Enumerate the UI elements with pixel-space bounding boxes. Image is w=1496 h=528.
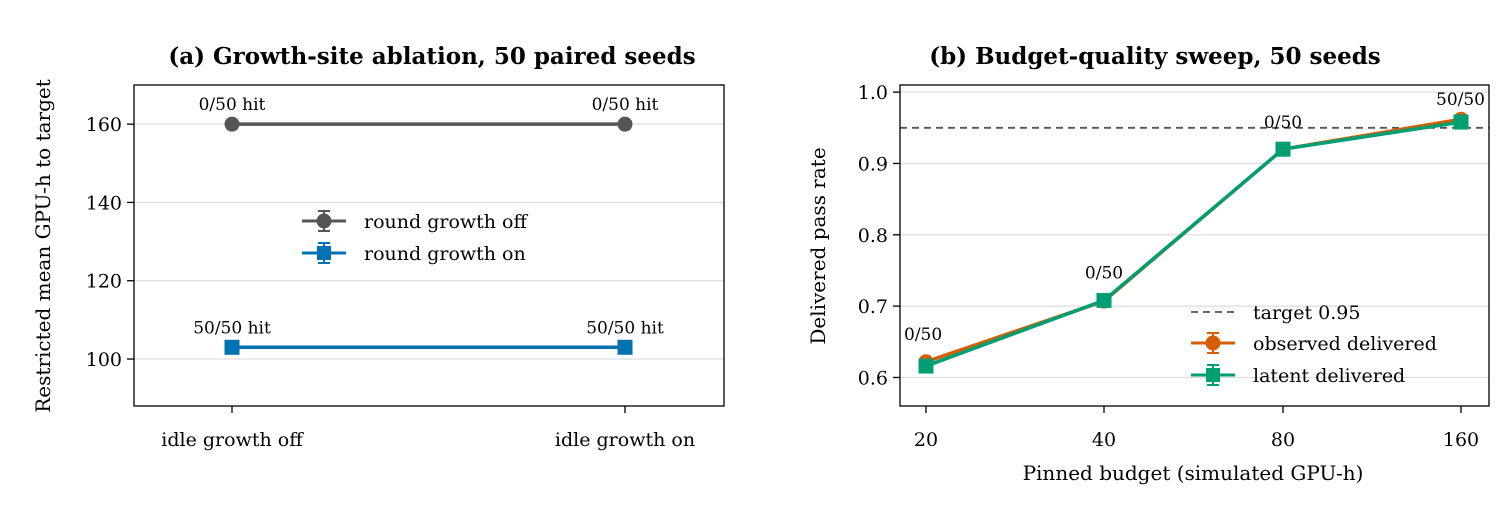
panel-a: (a) Growth-site ablation, 50 paired seed… xyxy=(31,43,725,451)
point-round-growth-off-0 xyxy=(224,116,240,132)
panel-a-x-ticks: idle growth off idle growth on xyxy=(161,406,695,451)
panel-b-x-ticks: 20 40 80 160 xyxy=(914,406,1479,451)
panel-b-legend: target 0.95 observed delivered latent de… xyxy=(1191,302,1437,387)
series-line-observed-delivered xyxy=(925,117,1462,364)
annotation-round-growth-off-0: 0/50 hit xyxy=(199,95,266,115)
panel-b-y-ticks: 0.6 0.7 0.8 0.9 1.0 xyxy=(858,82,900,389)
annotation-1: 0/50 xyxy=(1085,263,1123,283)
x-tick-label-40: 40 xyxy=(1092,429,1116,451)
y-tick-label-0-8: 0.8 xyxy=(858,225,888,247)
y-tick-label-1-0: 1.0 xyxy=(858,82,888,104)
legend-label-round-growth-on: round growth on xyxy=(364,243,526,265)
panel-b-title: (b) Budget-quality sweep, 50 seeds xyxy=(929,43,1381,70)
legend-item-target: target 0.95 xyxy=(1191,302,1360,324)
legend-label-round-growth-off: round growth off xyxy=(364,211,528,233)
legend-label-target: target 0.95 xyxy=(1253,302,1360,324)
x-tick-label-160: 160 xyxy=(1443,429,1479,451)
annotation-round-growth-off-1: 0/50 hit xyxy=(592,95,659,115)
legend-marker-round-growth-off xyxy=(316,213,332,229)
panel-b-series xyxy=(918,111,1469,374)
panel-b-annotations: 0/50 0/50 0/50 50/50 xyxy=(904,90,1485,345)
y-tick-label-120: 120 xyxy=(86,271,122,293)
point-round-growth-on-0 xyxy=(224,339,240,355)
point-round-growth-off-1 xyxy=(617,116,633,132)
annotation-0: 0/50 xyxy=(904,325,942,345)
legend-label-observed-delivered: observed delivered xyxy=(1253,333,1437,355)
panel-b-frame xyxy=(899,84,1490,407)
legend-item-latent-delivered: latent delivered xyxy=(1191,364,1405,387)
panel-a-y-axis-label: Restricted mean GPU-h to target xyxy=(31,79,55,413)
annotation-2: 0/50 xyxy=(1264,113,1302,133)
point-latent-delivered-3 xyxy=(1453,114,1469,130)
legend-marker-round-growth-on xyxy=(317,246,331,260)
panel-b-y-axis-label: Delivered pass rate xyxy=(806,147,830,344)
panel-a-frame xyxy=(133,84,725,407)
point-latent-delivered-2 xyxy=(1275,141,1291,157)
annotation-round-growth-on-1: 50/50 hit xyxy=(586,318,664,338)
legend-marker-latent-delivered xyxy=(1206,368,1220,382)
legend-marker-observed-delivered xyxy=(1205,335,1221,351)
point-round-growth-on-1 xyxy=(617,339,633,355)
panel-a-title: (a) Growth-site ablation, 50 paired seed… xyxy=(168,43,695,70)
annotation-3: 50/50 xyxy=(1436,90,1485,110)
y-tick-label-0-7: 0.7 xyxy=(858,296,888,318)
y-tick-label-140: 140 xyxy=(86,192,122,214)
x-tick-label-idle-growth-off: idle growth off xyxy=(161,429,304,451)
series-line-latent-delivered xyxy=(925,120,1462,368)
panel-b: (b) Budget-quality sweep, 50 seeds Deliv… xyxy=(806,43,1490,485)
point-latent-delivered-1 xyxy=(1096,292,1112,308)
x-tick-label-idle-growth-on: idle growth on xyxy=(555,429,695,451)
y-tick-label-160: 160 xyxy=(86,114,122,136)
legend-label-latent-delivered: latent delivered xyxy=(1253,365,1405,387)
y-tick-label-100: 100 xyxy=(86,349,122,371)
panel-a-legend: round growth off round growth on xyxy=(302,210,528,265)
y-tick-label-0-9: 0.9 xyxy=(858,153,888,175)
panel-a-series xyxy=(224,116,633,355)
legend-item-observed-delivered: observed delivered xyxy=(1191,332,1437,355)
point-latent-delivered-0 xyxy=(918,358,934,374)
y-tick-label-0-6: 0.6 xyxy=(858,367,888,389)
legend-item-round-growth-off: round growth off xyxy=(302,210,528,233)
panel-a-y-ticks: 100 120 140 160 xyxy=(86,114,134,371)
x-tick-label-20: 20 xyxy=(914,429,938,451)
panel-a-annotations: 0/50 hit 0/50 hit 50/50 hit 50/50 hit xyxy=(193,95,664,338)
x-tick-label-80: 80 xyxy=(1271,429,1295,451)
panel-b-x-axis-label: Pinned budget (simulated GPU-h) xyxy=(1023,461,1364,485)
legend-item-round-growth-on: round growth on xyxy=(302,242,526,265)
annotation-round-growth-on-0: 50/50 hit xyxy=(193,318,271,338)
panel-b-gridlines xyxy=(900,91,1489,379)
